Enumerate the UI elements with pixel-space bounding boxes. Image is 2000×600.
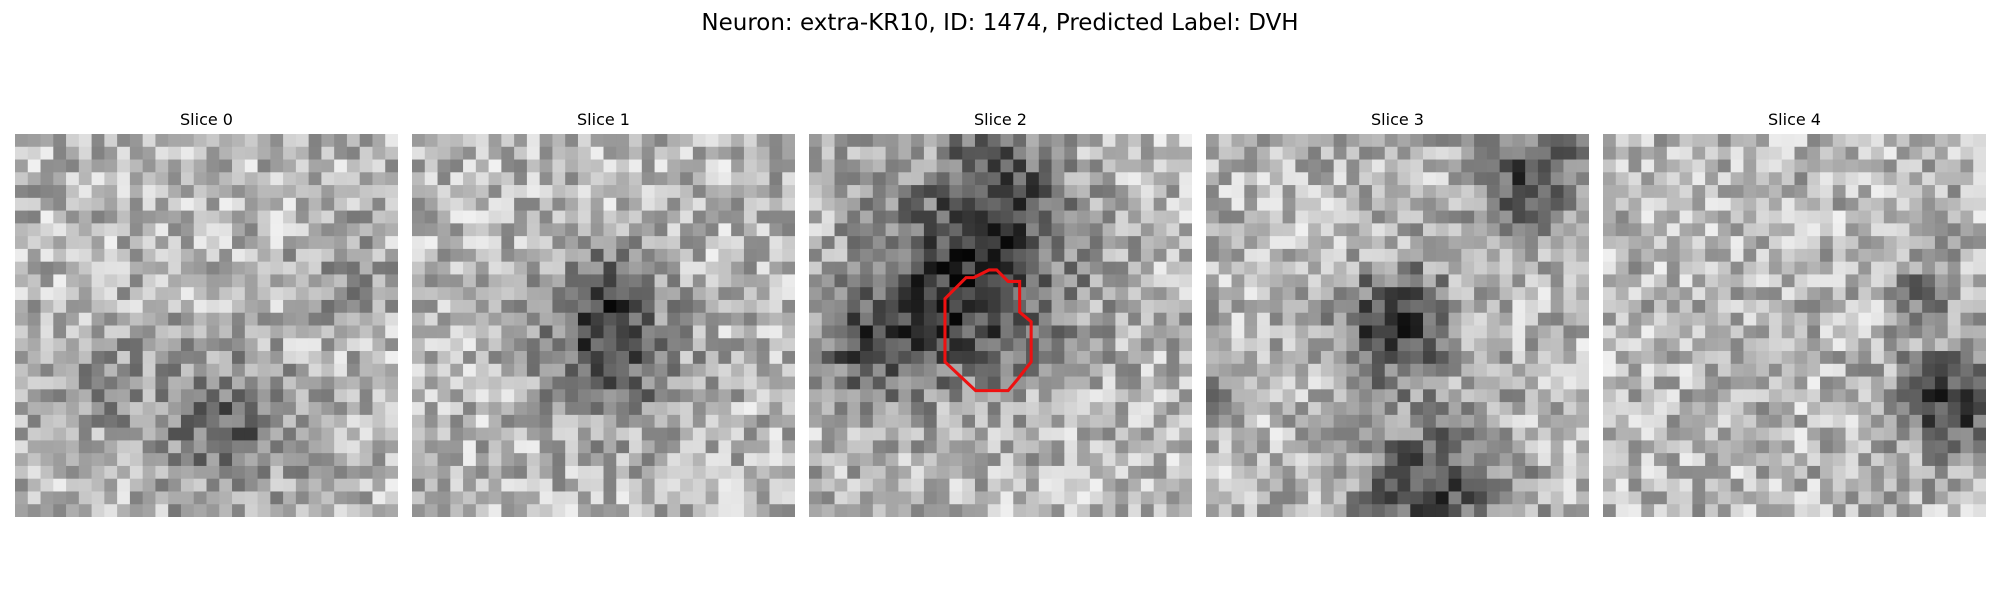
neuron-contour bbox=[943, 268, 1033, 393]
slice-4-image bbox=[1603, 134, 1986, 517]
slice-2-title: Slice 2 bbox=[974, 110, 1027, 129]
slice-3-image bbox=[1206, 134, 1589, 517]
slice-0-title: Slice 0 bbox=[180, 110, 233, 129]
slice-4-title: Slice 4 bbox=[1768, 110, 1821, 129]
slice-1-title: Slice 1 bbox=[577, 110, 630, 129]
slice-1-image bbox=[412, 134, 795, 517]
figure-title: Neuron: extra-KR10, ID: 1474, Predicted … bbox=[701, 10, 1299, 36]
slice-2-image bbox=[809, 134, 1192, 517]
slice-3-title: Slice 3 bbox=[1371, 110, 1424, 129]
slice-0-image bbox=[15, 134, 398, 517]
